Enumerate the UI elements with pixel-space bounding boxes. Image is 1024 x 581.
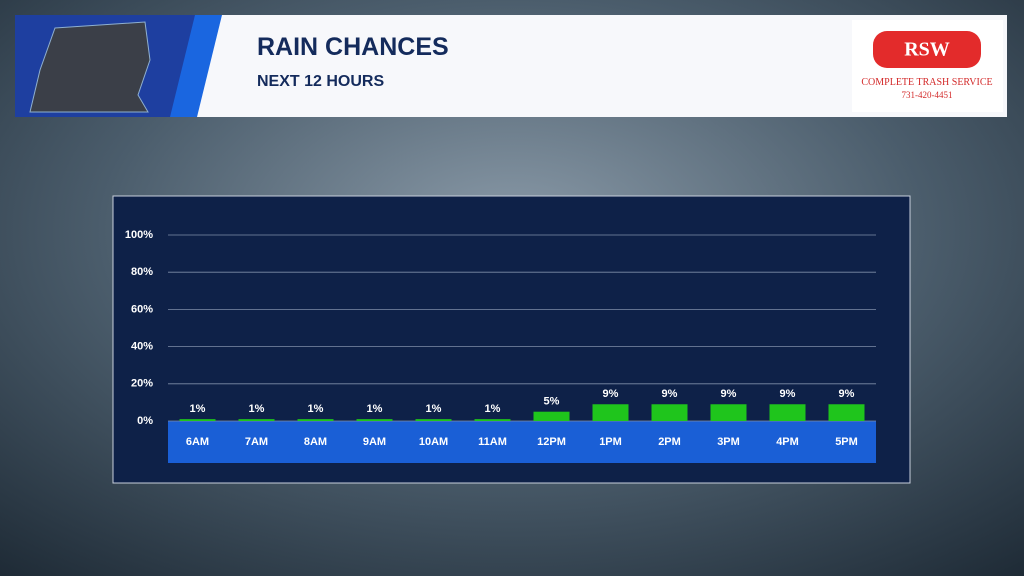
value-label: 1%	[308, 403, 324, 415]
category-strip	[168, 421, 876, 463]
sponsor-badge	[873, 31, 981, 68]
bar	[533, 411, 570, 421]
y-tick-label: 80%	[131, 266, 153, 278]
value-label: 1%	[190, 403, 206, 415]
value-label: 9%	[780, 388, 796, 400]
title: RAIN CHANCES	[257, 33, 449, 61]
x-tick-label: 4PM	[776, 436, 799, 448]
y-tick-label: 40%	[131, 341, 153, 353]
sponsor-phone: 731-420-4451	[902, 90, 953, 100]
bar	[474, 419, 511, 421]
x-tick-label: 8AM	[304, 436, 327, 448]
value-label: 1%	[249, 403, 265, 415]
value-label: 1%	[485, 403, 501, 415]
map-shape	[29, 21, 151, 113]
y-tick-label: 100%	[125, 229, 153, 241]
value-label: 9%	[603, 388, 619, 400]
subtitle: NEXT 12 HOURS	[257, 73, 384, 90]
value-label: 9%	[721, 388, 737, 400]
x-tick-label: 12PM	[537, 436, 566, 448]
value-label: 9%	[839, 388, 855, 400]
value-label: 5%	[544, 396, 560, 408]
x-tick-label: 11AM	[478, 436, 507, 448]
x-tick-label: 6AM	[186, 436, 209, 448]
x-tick-label: 5PM	[835, 436, 858, 448]
bar	[710, 404, 747, 421]
bar	[828, 404, 865, 421]
y-tick-label: 20%	[131, 378, 153, 390]
x-tick-label: 10AM	[419, 436, 448, 448]
x-tick-label: 1PM	[599, 436, 622, 448]
x-tick-label: 2PM	[658, 436, 681, 448]
bar	[356, 419, 393, 421]
bar	[415, 419, 452, 421]
y-tick-label: 60%	[131, 303, 153, 315]
value-label: 1%	[426, 403, 442, 415]
bar	[179, 419, 216, 421]
y-tick-label: 0%	[137, 415, 153, 427]
bar	[769, 404, 806, 421]
sponsor-tagline: COMPLETE TRASH SERVICE	[861, 77, 992, 88]
value-label: 9%	[662, 388, 678, 400]
value-label: 1%	[367, 403, 383, 415]
header-bar: RAIN CHANCES NEXT 12 HOURS RSW COMPLETE …	[15, 15, 1007, 117]
x-tick-label: 9AM	[363, 436, 386, 448]
accent-stripe	[170, 15, 222, 117]
x-tick-label: 3PM	[717, 436, 740, 448]
chart: 0% 20% 40% 60% 80% 100% 6AM 1% 7AM 1% 8AM 1% 9AM 1% 10…	[125, 229, 876, 448]
bar	[592, 404, 629, 421]
x-tick-label: 7AM	[245, 436, 268, 448]
sponsor-name: RSW	[904, 39, 950, 61]
bar	[297, 419, 334, 421]
bar	[651, 404, 688, 421]
bar	[238, 419, 275, 421]
